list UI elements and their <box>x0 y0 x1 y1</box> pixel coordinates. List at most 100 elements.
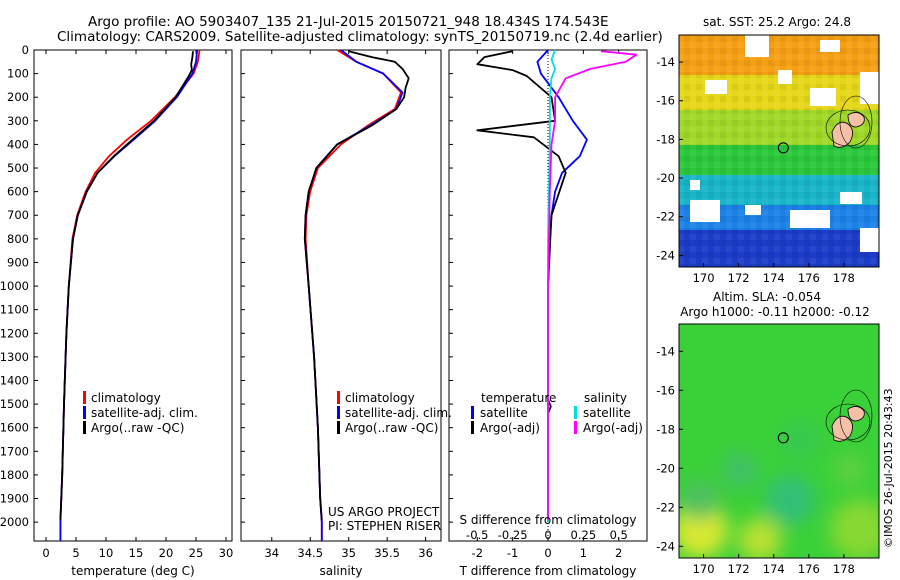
legend-swatch-satellite-adj <box>337 406 340 419</box>
sla-patch <box>780 420 820 460</box>
difference-profiles <box>476 49 638 523</box>
sla-map-subtitle: Argo h1000: -0.11 h2000: -0.12 <box>680 305 870 319</box>
profile-line-satellite-adj-clim- <box>59 49 199 541</box>
contour-line <box>825 403 871 441</box>
map-lat-label: -14 <box>656 55 675 69</box>
temperature-x-ticks: 0 5 10 15 20 25 30 <box>42 50 233 560</box>
map-lon-label: 174 <box>763 562 785 576</box>
legend-title-temperature: temperature <box>481 391 556 405</box>
fiji-island <box>847 112 865 128</box>
sst-map-panel: sat. SST: 25.2 Argo: 24.8 <box>656 15 880 285</box>
cloud-gap <box>840 192 862 204</box>
cloud-gap <box>690 180 700 190</box>
temperature-panel: 0100200300400500600700800900100011001200… <box>0 43 453 578</box>
x-tick-label: 25 <box>189 546 204 560</box>
depth-tick-label: 1300 <box>0 350 29 364</box>
map-lon-label: 178 <box>833 562 855 576</box>
x-tick-label: 35.5 <box>374 546 400 560</box>
title-line-2: Climatology: CARS2009. Satellite-adjuste… <box>57 29 663 45</box>
map-lat-label: -14 <box>656 344 675 358</box>
map-lat-label: -22 <box>656 500 675 514</box>
cloud-gap <box>860 228 879 252</box>
legend-label-temp-argo: Argo(-adj) <box>480 421 540 435</box>
depth-tick-label: 900 <box>7 255 29 269</box>
legend-label-sal-argo: Argo(-adj) <box>583 421 643 435</box>
s-diff-tick-label: -0.5 <box>466 528 488 542</box>
legend-swatch-argo <box>337 421 340 434</box>
x-tick-label: -2 <box>472 546 483 560</box>
legend-label-satellite-adj: satellite-adj. clim. <box>345 406 452 420</box>
temperature-plot-frame <box>33 49 233 542</box>
cloud-gap <box>778 70 792 84</box>
sst-map-ticks: 170 172 174 176 178 -14 -16 -18 -20 -22 -24 <box>656 55 855 285</box>
sla-patch <box>765 475 815 525</box>
argo-position-marker <box>777 432 789 444</box>
depth-tick-label: 0 <box>22 43 29 57</box>
depth-tick-label: 1700 <box>0 444 29 458</box>
legend-title-salinity: salinity <box>584 391 627 405</box>
depth-tick-label: 1500 <box>0 397 29 411</box>
cloud-gap <box>745 205 761 215</box>
depth-tick-label: 400 <box>7 137 29 151</box>
map-lon-label: 170 <box>693 271 715 285</box>
map-lat-label: -24 <box>656 539 675 553</box>
map-lat-label: -16 <box>656 94 675 108</box>
s-diff-tick-label: -0.25 <box>498 528 528 542</box>
legend-label-sal-satellite: satellite <box>583 406 631 420</box>
s-diff-tick-label: 0.25 <box>571 528 597 542</box>
cloud-gap <box>860 72 879 104</box>
depth-tick-label: 800 <box>7 232 29 246</box>
depth-tick-label: 300 <box>7 114 29 128</box>
sla-map-title: Altim. SLA: -0.054 <box>713 290 821 304</box>
legend-label-argo: Argo(..raw -QC) <box>345 421 438 435</box>
map-lat-label: -20 <box>656 461 675 475</box>
s-diff-tick-label: 0 <box>544 528 551 542</box>
cloud-gap <box>790 210 830 228</box>
legend-swatch-sal-argo <box>574 421 577 434</box>
profile-line-salinity-argo-adj- <box>547 50 638 520</box>
temperature-profiles <box>59 49 201 541</box>
cloud-gap <box>705 80 727 94</box>
legend-label-argo: Argo(..raw -QC) <box>91 421 184 435</box>
map-lon-label: 176 <box>798 271 820 285</box>
x-tick-label: 0 <box>42 546 49 560</box>
depth-tick-label: 700 <box>7 208 29 222</box>
t-difference-label: T difference from climatology <box>459 564 637 578</box>
argo-position-marker <box>777 142 789 154</box>
profile-line-climatology <box>59 49 201 541</box>
x-tick-label: 1 <box>580 546 587 560</box>
contour-line <box>839 389 873 443</box>
x-tick-label: 34 <box>264 546 279 560</box>
salinity-panel: 34 34.5 35 35.5 36 climatology satellite-adj… <box>240 49 452 578</box>
sla-patch <box>834 454 866 486</box>
sst-map-title: sat. SST: 25.2 Argo: 24.8 <box>703 15 851 29</box>
map-lat-label: -22 <box>656 210 675 224</box>
legend-label-temp-satellite: satellite <box>480 406 528 420</box>
profile-line-temperature-satellite <box>536 49 588 523</box>
legend-swatch-temp-argo <box>471 421 474 434</box>
temperature-legend: climatology satellite-adj. clim. Argo(..… <box>83 391 198 435</box>
salinity-profiles <box>303 49 410 541</box>
sla-map-frame <box>678 323 880 559</box>
sla-map-panel: Altim. SLA: -0.054 Argo h1000: -0.11 h20… <box>656 290 880 576</box>
salinity-plot-frame <box>240 49 442 542</box>
map-lon-label: 172 <box>728 271 750 285</box>
legend-swatch-argo <box>83 421 86 434</box>
difference-panel: -2 -1 0 1 2 temperature salinity satellite A… <box>448 49 648 578</box>
depth-tick-label: 1100 <box>0 303 29 317</box>
map-lon-label: 170 <box>693 562 715 576</box>
sla-patch <box>738 518 782 558</box>
profile-line-salinity-satellite <box>547 49 556 523</box>
depth-tick-label: 1600 <box>0 421 29 435</box>
profile-line-argo-raw-qc- <box>303 50 410 520</box>
x-tick-label: 0 <box>544 546 551 560</box>
difference-legend: temperature salinity satellite Argo(-adj… <box>471 391 643 435</box>
legend-swatch-sal-satellite <box>574 406 577 419</box>
depth-tick-label: 1200 <box>0 326 29 340</box>
cloud-gap <box>745 35 769 57</box>
difference-x-ticks: -2 -1 0 1 2 <box>472 50 622 560</box>
project-annotation: US ARGO PROJECT <box>328 505 440 519</box>
map-lat-label: -18 <box>656 422 675 436</box>
depth-tick-label: 2000 <box>0 515 29 529</box>
sla-patch <box>722 452 758 488</box>
